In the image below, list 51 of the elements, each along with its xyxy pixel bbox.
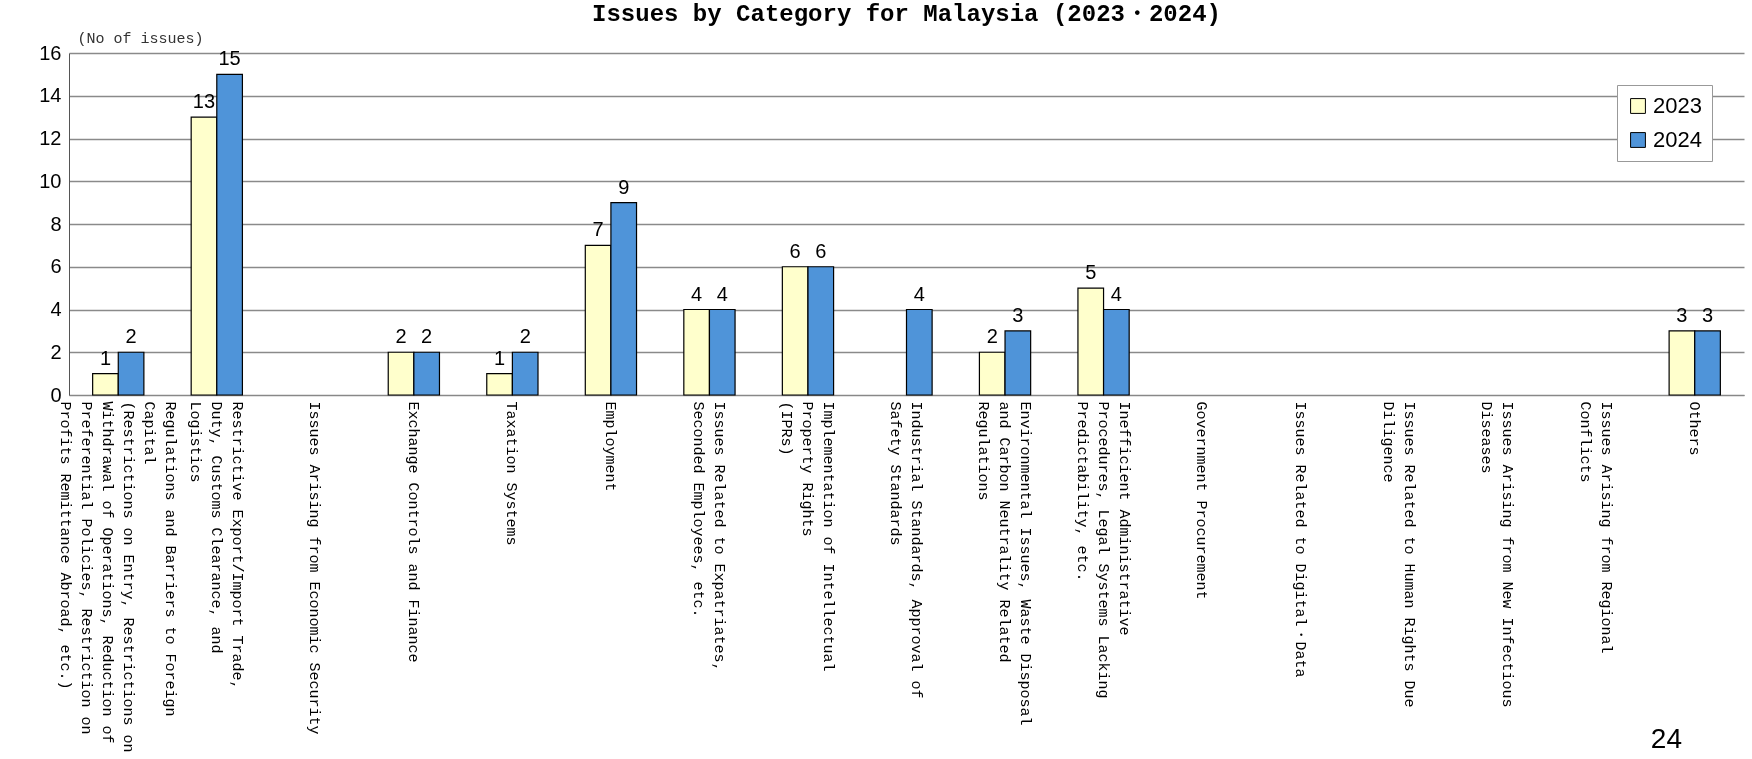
data-label: 2 <box>986 325 998 348</box>
x-tick-label: Issues Arising from Economic Security <box>305 401 323 735</box>
y-tick-label: 4 <box>50 298 62 320</box>
x-tick-label: Issues Arising from New Infectious Diseases <box>1477 401 1516 708</box>
y-tick-label: 6 <box>50 255 62 278</box>
data-label: 4 <box>1110 282 1122 305</box>
data-label: 3 <box>1701 303 1714 326</box>
data-label: 3 <box>1012 303 1024 326</box>
x-tick-label: Government Procurement <box>1192 401 1210 600</box>
y-tick-label: 8 <box>50 212 62 235</box>
x-tick-label: Restrictive Export/Import Trade, Duty, Customs Clearance, and Logistics <box>185 401 245 690</box>
data-label: 6 <box>815 239 827 262</box>
data-label: 2 <box>395 325 407 348</box>
x-tick-label: Inefficient Administrative Procedures, Legal Systems Lacking Predictability, etc. <box>1072 401 1132 699</box>
x-tick-label: Others <box>1684 401 1702 456</box>
y-tick-label: 2 <box>50 340 62 363</box>
data-label: 7 <box>592 218 604 241</box>
x-tick-label: Issues Related to Digital・Data <box>1290 401 1308 678</box>
x-tick-label: Exchange Controls and Finance <box>403 401 421 663</box>
y-tick-label: 16 <box>39 41 62 64</box>
x-tick-label: Issues Arising from Regional Conflicts <box>1575 401 1614 654</box>
y-axis-title: (No of issues) <box>77 30 204 48</box>
y-tick-label: 10 <box>39 169 62 192</box>
data-label: 4 <box>691 282 703 305</box>
data-label: 4 <box>716 282 728 305</box>
data-label: 15 <box>218 47 241 70</box>
chart-title: Issues by Category for Malaysia (2023・2024) <box>592 1 1221 28</box>
data-label: 9 <box>618 175 630 198</box>
bar <box>905 308 933 396</box>
data-label: 2 <box>421 325 433 348</box>
x-tick-label: Issues Related to Expatriates, Seconded Employees, etc. <box>688 401 727 672</box>
data-label: 4 <box>913 282 925 305</box>
x-tick-label: Employment <box>600 401 618 492</box>
x-tick-label: Environmental Issues, Waste Disposal and Carbon Neutrality Related Regulations <box>974 401 1034 726</box>
text: 24 <box>1650 723 1682 755</box>
y-tick-label: 12 <box>39 127 62 149</box>
data-label: 3 <box>1676 303 1688 326</box>
legend-label: 2023 <box>1653 93 1702 118</box>
data-label: 6 <box>789 239 801 262</box>
data-label: 2 <box>519 325 531 348</box>
data-label: 5 <box>1085 261 1097 284</box>
x-tick-label: Taxation Systems <box>502 401 520 546</box>
x-tick-label: Implementation of Intellectual Property Rights (IPRs) <box>776 401 836 672</box>
legend-label: 2024 <box>1653 127 1702 152</box>
data-label: 1 <box>494 346 506 369</box>
data-label: 1 <box>99 346 112 369</box>
y-tick-label: 14 <box>39 84 62 107</box>
x-tick-label: Industrial Standards, Approval of Safety Standards <box>886 401 924 699</box>
data-label: 13 <box>192 90 216 113</box>
x-tick-label: Issues Related to Human Rights Due Diligence <box>1378 401 1417 708</box>
data-label: 2 <box>125 325 137 348</box>
